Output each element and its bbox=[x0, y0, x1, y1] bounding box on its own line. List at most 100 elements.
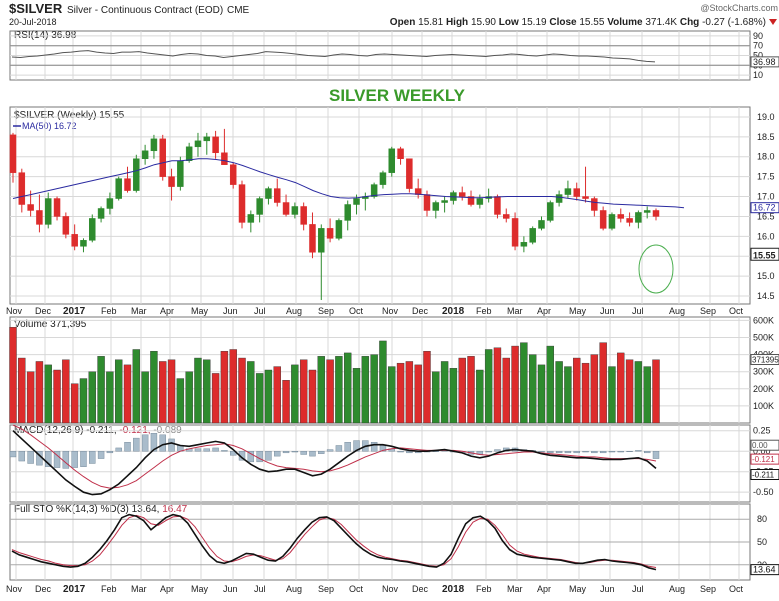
x-tick-label-top: Feb bbox=[101, 306, 117, 316]
price-tick-label: 17.0 bbox=[757, 192, 775, 202]
volume-bar bbox=[600, 343, 607, 423]
macd-value-tag-label: -0.211 bbox=[752, 470, 775, 479]
macd-histogram-bar bbox=[195, 449, 201, 451]
macd-histogram-bar bbox=[644, 451, 650, 453]
volume-bar bbox=[203, 360, 210, 423]
volume-bar bbox=[653, 360, 660, 423]
candle-body bbox=[160, 139, 166, 177]
x-tick-label-top: Sep bbox=[318, 306, 334, 316]
candle-body bbox=[107, 199, 113, 209]
volume-bar bbox=[512, 346, 519, 423]
x-tick-label-bottom: Dec bbox=[35, 584, 52, 594]
x-tick-label-top: 2018 bbox=[442, 306, 465, 317]
rsi-tick-label: 70 bbox=[753, 41, 763, 51]
candle-body bbox=[265, 189, 271, 199]
macd-histogram-bar bbox=[133, 438, 139, 451]
volume-bar bbox=[300, 360, 307, 423]
volume-bar bbox=[10, 327, 17, 423]
close-value: 15.55 bbox=[579, 17, 604, 28]
macd-histogram-bar bbox=[309, 451, 315, 456]
macd-histogram-bar bbox=[72, 451, 78, 467]
macd-histogram-bar bbox=[204, 449, 210, 451]
x-tick-label-top: Aug bbox=[286, 306, 302, 316]
candle-body bbox=[371, 185, 377, 197]
candle-body bbox=[248, 214, 254, 222]
macd-histogram-bar bbox=[10, 451, 16, 457]
macd-histogram-bar bbox=[221, 450, 227, 451]
candle-body bbox=[116, 179, 122, 199]
candle-body bbox=[538, 220, 544, 228]
macd-zero-tag-label: 0.00 bbox=[752, 441, 768, 450]
sto-tick-label: 80 bbox=[757, 514, 767, 524]
volume-bar bbox=[256, 373, 263, 423]
macd-histogram-bar bbox=[318, 451, 324, 453]
chart-header: $SILVER Silver - Continuous Contract (EO… bbox=[9, 1, 778, 28]
volume-value: 371.4K bbox=[645, 17, 677, 28]
candle-body bbox=[142, 151, 148, 159]
volume-bar bbox=[159, 361, 166, 423]
volume-bar bbox=[450, 368, 457, 423]
volume-bar bbox=[80, 379, 87, 423]
volume-bar bbox=[573, 358, 580, 423]
macd-histogram-bar bbox=[556, 451, 562, 453]
candle-body bbox=[565, 189, 571, 195]
chart-date: 20-Jul-2018 bbox=[9, 17, 57, 27]
macd-histogram-bar bbox=[142, 435, 148, 451]
x-tick-label-bottom: Dec bbox=[412, 584, 429, 594]
macd-histogram-bar bbox=[265, 451, 271, 460]
candle-body bbox=[424, 195, 430, 211]
volume-bar bbox=[388, 367, 395, 423]
x-tick-label-top: Mar bbox=[507, 306, 523, 316]
x-tick-label-bottom: Feb bbox=[476, 584, 492, 594]
x-tick-label-top: Sep bbox=[700, 306, 716, 316]
candle-body bbox=[354, 199, 360, 205]
candle-body bbox=[609, 214, 615, 228]
price-tick-label: 19.0 bbox=[757, 112, 775, 122]
candle-body bbox=[644, 210, 650, 212]
volume-bar bbox=[133, 349, 140, 423]
candle-body bbox=[503, 214, 509, 218]
volume-bar bbox=[150, 351, 157, 423]
macd-histogram-bar bbox=[292, 451, 298, 452]
candle-body bbox=[89, 218, 95, 240]
x-tick-label-bottom: Oct bbox=[349, 584, 364, 594]
ma-legend: MA(50) 16.72 bbox=[22, 121, 77, 131]
candle-body bbox=[63, 216, 69, 234]
sto-tick-label: 50 bbox=[757, 537, 767, 547]
macd-histogram-bar bbox=[547, 451, 553, 453]
x-tick-label-bottom: Nov bbox=[6, 584, 23, 594]
candle-body bbox=[547, 203, 553, 221]
macd-tick-label: 0.25 bbox=[753, 426, 771, 436]
candle-body bbox=[618, 214, 624, 218]
x-tick-label-bottom: Aug bbox=[286, 584, 302, 594]
candle-body bbox=[292, 206, 298, 214]
x-tick-label-bottom: Mar bbox=[131, 584, 147, 594]
volume-bar bbox=[45, 365, 52, 423]
volume-bar bbox=[89, 372, 96, 423]
macd-histogram-bar bbox=[494, 450, 500, 452]
candle-body bbox=[336, 220, 342, 238]
x-tick-label-top: Oct bbox=[349, 306, 364, 316]
candle-body bbox=[257, 199, 263, 215]
x-tick-label-bottom: 2017 bbox=[63, 584, 86, 595]
candle-body bbox=[345, 205, 351, 221]
volume-bar bbox=[18, 358, 25, 423]
x-tick-label-bottom: Aug bbox=[669, 584, 685, 594]
volume-bar bbox=[344, 353, 351, 423]
candle-body bbox=[583, 197, 589, 199]
x-tick-label-top: Dec bbox=[412, 306, 429, 316]
macd-histogram-bar bbox=[635, 450, 641, 451]
volume-bar bbox=[194, 358, 201, 423]
volume-bar bbox=[529, 355, 536, 423]
chg-label: Chg bbox=[680, 17, 699, 28]
x-tick-label-bottom: Jun bbox=[223, 584, 238, 594]
volume-bar bbox=[309, 370, 316, 423]
macd-histogram-bar bbox=[565, 451, 571, 453]
candle-body bbox=[627, 218, 633, 222]
x-tick-label-top: 2017 bbox=[63, 306, 86, 317]
volume-bar bbox=[106, 372, 113, 423]
exchange: CME bbox=[227, 5, 250, 16]
candle-body bbox=[591, 199, 597, 211]
candle-body bbox=[556, 195, 562, 203]
sto-value-label: 13.64 bbox=[753, 565, 776, 575]
